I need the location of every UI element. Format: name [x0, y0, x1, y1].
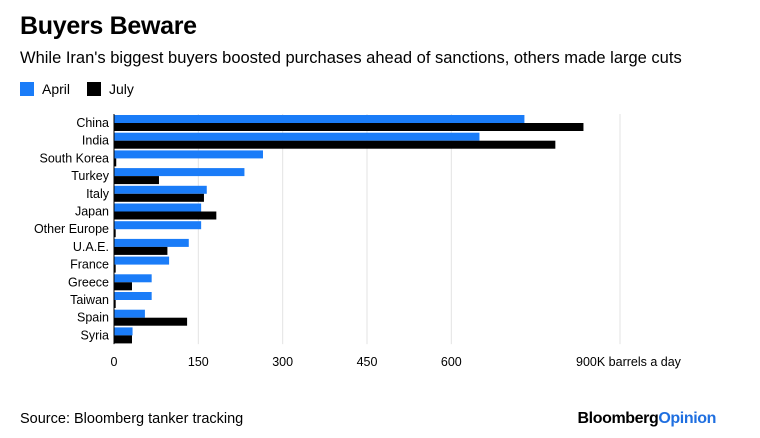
bar-july-u-a-e- — [114, 246, 168, 255]
category-label-italy: Italy — [86, 187, 110, 201]
legend-item-april: April — [20, 81, 70, 97]
bar-april-japan — [114, 203, 202, 212]
x-tick-label-600: 600 — [441, 355, 462, 369]
legend-item-july: July — [87, 81, 134, 97]
bar-april-france — [114, 256, 170, 265]
bar-april-italy — [114, 185, 207, 194]
bar-july-turkey — [114, 176, 159, 185]
bar-july-france — [114, 264, 116, 273]
category-label-india: India — [82, 134, 109, 148]
x-tick-label-450: 450 — [357, 355, 378, 369]
bar-july-china — [114, 123, 584, 131]
chart-title: Buyers Beware — [20, 12, 197, 40]
x-tick-label-900: 900K barrels a day — [576, 355, 682, 369]
category-label-other-europe: Other Europe — [34, 222, 109, 236]
category-label-japan: Japan — [75, 205, 109, 219]
chart-subtitle: While Iran's biggest buyers boosted purc… — [20, 49, 682, 67]
category-label-greece: Greece — [68, 275, 109, 289]
bar-april-u-a-e- — [114, 238, 189, 247]
source-note: Source: Bloomberg tanker tracking — [20, 411, 244, 427]
bar-april-south-korea — [114, 150, 263, 159]
brand-bloomberg: Bloomberg — [577, 410, 659, 427]
category-label-taiwan: Taiwan — [70, 293, 109, 307]
bar-july-syria — [114, 335, 132, 344]
legend-swatch-april — [20, 82, 34, 96]
bar-july-spain — [114, 317, 188, 326]
bar-july-greece — [114, 282, 132, 291]
bar-april-taiwan — [114, 292, 152, 300]
category-label-france: France — [70, 258, 109, 272]
bar-july-japan — [114, 211, 217, 220]
legend-swatch-july — [87, 82, 102, 96]
legend-label-july: July — [109, 81, 134, 97]
bar-july-south-korea — [114, 158, 117, 167]
legend-label-april: April — [42, 81, 71, 97]
category-label-syria: Syria — [81, 328, 110, 342]
bar-april-turkey — [114, 168, 245, 177]
category-label-china: China — [76, 116, 109, 130]
bar-july-taiwan — [114, 300, 116, 308]
brand-logo: BloombergOpinion — [578, 410, 717, 428]
x-tick-label-150: 150 — [188, 355, 209, 369]
brand-opinion: Opinion — [658, 410, 716, 427]
bar-july-india — [114, 140, 556, 149]
category-label-u-a-e-: U.A.E. — [73, 240, 109, 254]
category-label-south-korea: South Korea — [40, 151, 110, 165]
legend: April July — [20, 81, 151, 97]
bar-april-spain — [114, 309, 145, 318]
x-tick-label-0: 0 — [111, 355, 118, 369]
category-label-turkey: Turkey — [71, 169, 109, 183]
bar-july-other-europe — [114, 229, 116, 238]
x-tick-label-300: 300 — [272, 355, 293, 369]
bar-april-india — [114, 132, 480, 141]
category-label-spain: Spain — [77, 311, 109, 325]
bar-april-syria — [114, 327, 133, 336]
bar-april-greece — [114, 274, 152, 283]
bar-july-italy — [114, 193, 204, 202]
bar-april-china — [114, 115, 525, 123]
bar-april-other-europe — [114, 221, 202, 230]
